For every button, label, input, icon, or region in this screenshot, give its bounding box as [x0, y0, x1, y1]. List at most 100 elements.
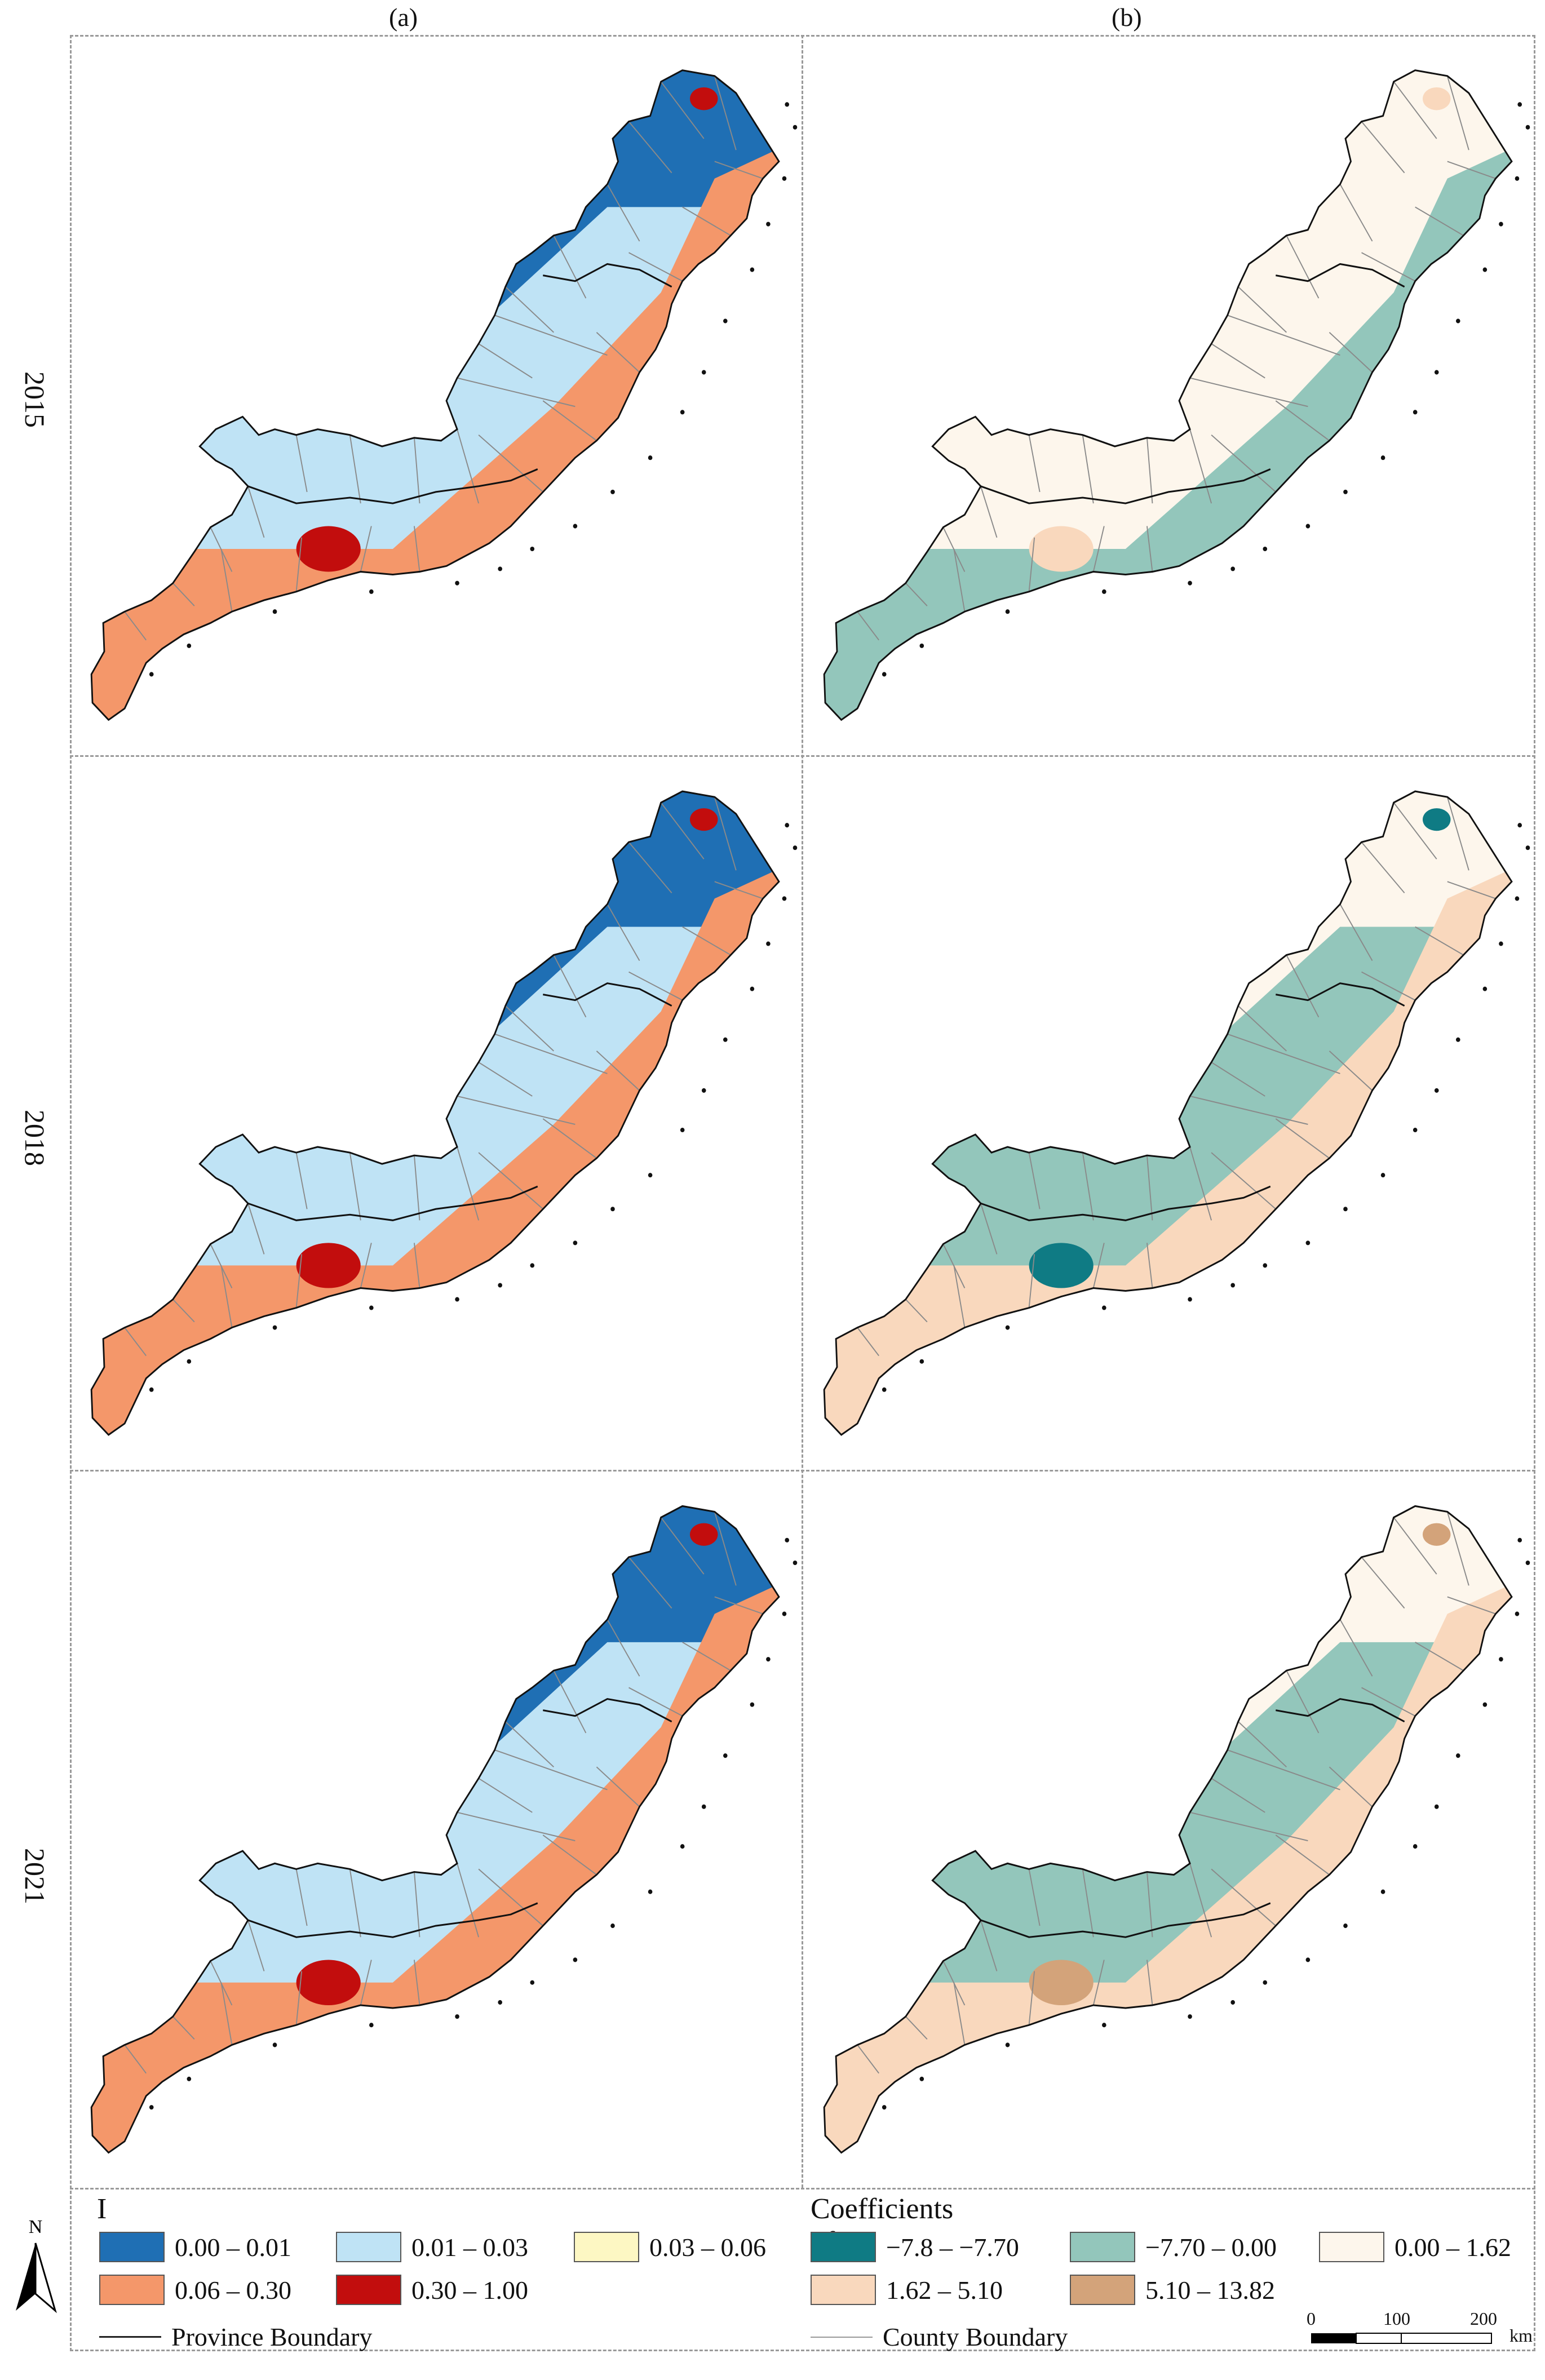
island — [1343, 1207, 1348, 1212]
province-boundary — [247, 982, 672, 1221]
county-boundary — [1146, 1872, 1153, 1938]
legend-swatch — [574, 2232, 639, 2262]
island — [1455, 1037, 1460, 1042]
county-boundary — [1238, 1721, 1287, 1768]
county-boundary — [953, 1265, 966, 1328]
county-boundary — [1238, 286, 1287, 333]
county-boundary — [660, 1517, 705, 1575]
coastline — [823, 69, 1513, 721]
island — [1005, 2042, 1010, 2047]
county-boundary — [1361, 252, 1416, 282]
island — [793, 1560, 798, 1566]
county-boundary — [413, 526, 420, 572]
county-boundary — [857, 2044, 879, 2074]
county-boundary — [628, 252, 683, 282]
island — [187, 643, 192, 648]
row-label-2018: 2018 — [19, 1110, 51, 1166]
island — [1188, 580, 1192, 586]
county-boundary — [457, 1146, 480, 1221]
county-boundary — [1146, 1243, 1153, 1288]
legend-label: 0.00 – 0.01 — [175, 2232, 291, 2262]
column-label-b: (b) — [1112, 3, 1142, 32]
hotspot-region — [296, 1960, 361, 2005]
county-boundary — [1361, 1557, 1405, 1609]
county-boundary — [295, 1971, 303, 2026]
hotspot-region — [296, 1243, 361, 1288]
island — [530, 1263, 535, 1268]
island — [498, 566, 502, 571]
legend-label: 0.01 – 0.03 — [411, 2232, 528, 2262]
coastline — [90, 69, 780, 721]
island — [610, 1923, 615, 1929]
island — [648, 1889, 653, 1894]
island — [1434, 1088, 1439, 1093]
island — [1517, 823, 1522, 828]
island — [530, 546, 535, 552]
county-boundary — [682, 926, 731, 956]
county-boundary — [1446, 1512, 1469, 1586]
map-panel-a-2015 — [71, 36, 800, 754]
county-boundary — [457, 377, 575, 407]
island — [1499, 1657, 1503, 1662]
legend-coef-class-1: −7.8 – −7.70 — [811, 2232, 1019, 2262]
island — [1413, 1844, 1418, 1849]
county-boundary — [542, 1834, 597, 1876]
county-boundary — [478, 343, 533, 379]
county-boundary — [1339, 184, 1373, 242]
county-boundary — [660, 802, 705, 859]
region-fill-1 — [824, 70, 1512, 720]
province-boundary — [980, 263, 1405, 504]
county-boundary — [714, 161, 763, 179]
county-boundary — [457, 1811, 575, 1842]
county-boundary — [1211, 435, 1276, 493]
island — [1263, 1980, 1268, 1985]
county-boundary — [1227, 1033, 1340, 1074]
county-boundary — [857, 611, 879, 641]
island — [1517, 102, 1522, 107]
island — [782, 1611, 787, 1616]
island — [1005, 609, 1010, 614]
island — [750, 986, 755, 991]
county-boundary — [1211, 1061, 1265, 1097]
county-boundary — [1227, 1749, 1340, 1790]
island — [723, 1753, 728, 1758]
county-boundary — [124, 611, 147, 641]
county-boundary — [413, 1872, 420, 1938]
county-boundary — [1092, 1243, 1105, 1288]
county-boundary — [124, 1327, 147, 1357]
county-boundary — [682, 1642, 731, 1672]
island — [701, 370, 706, 375]
hotspot-region — [1422, 808, 1451, 831]
county-boundary — [457, 1863, 480, 1938]
island — [455, 580, 459, 586]
island — [1413, 1128, 1418, 1133]
scale-unit: km — [1509, 2325, 1533, 2346]
county-boundary — [1393, 1517, 1437, 1575]
legend-swatch — [1070, 2275, 1135, 2305]
legend-i-class-3: 0.03 – 0.06 — [574, 2232, 766, 2262]
county-boundary — [1189, 1811, 1308, 1842]
island — [785, 102, 790, 107]
island — [1263, 1263, 1268, 1268]
island — [1263, 546, 1268, 552]
column-label-a: (a) — [389, 3, 418, 32]
island — [1455, 1753, 1460, 1758]
county-boundary — [682, 206, 731, 236]
county-boundary — [628, 1557, 672, 1609]
county-boundary — [478, 1061, 533, 1097]
county-boundary — [660, 81, 705, 139]
island — [530, 1980, 535, 1985]
island — [1230, 1283, 1235, 1288]
county-boundary — [247, 1920, 265, 1971]
legend-label: −7.70 – 0.00 — [1145, 2232, 1277, 2262]
county-boundary — [1189, 377, 1308, 407]
county-boundary — [220, 1982, 233, 2045]
legend-label: 0.06 – 0.30 — [175, 2275, 291, 2304]
region-fill-2 — [91, 1642, 779, 2153]
county-boundary — [1028, 537, 1035, 592]
county-boundary — [1211, 1152, 1276, 1210]
county-boundary — [360, 1243, 372, 1288]
legend-swatch — [336, 2232, 401, 2262]
county-boundary — [413, 1243, 420, 1288]
legend-coef-class-5: 5.10 – 13.82 — [1070, 2275, 1275, 2305]
